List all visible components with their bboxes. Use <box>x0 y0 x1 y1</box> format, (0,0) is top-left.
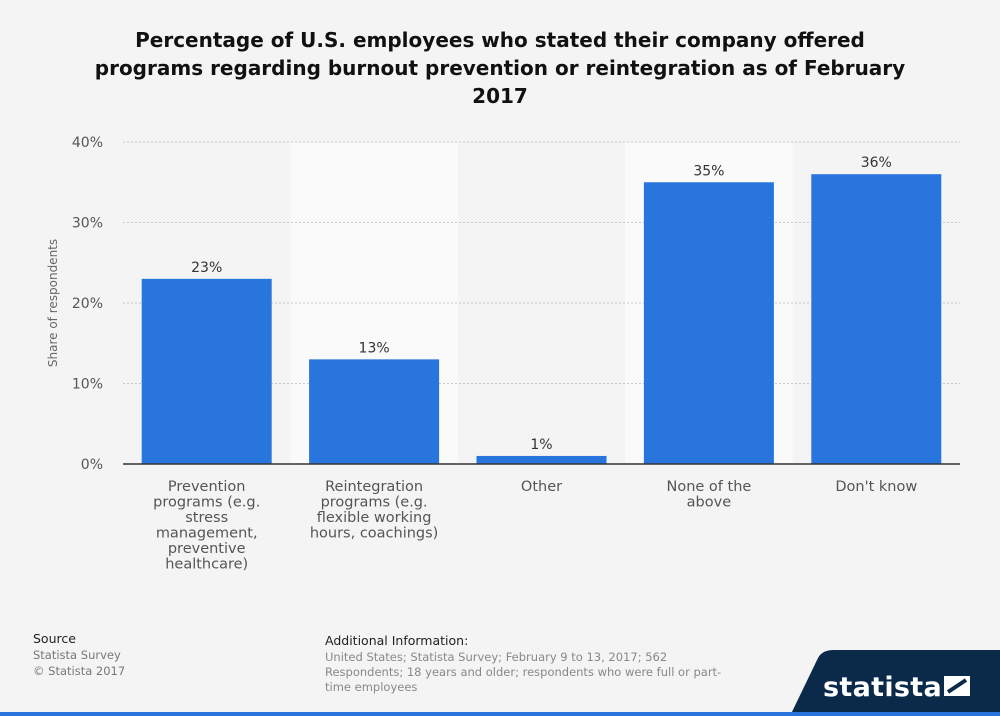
additional-info-text: United States; Statista Survey; February… <box>325 650 722 694</box>
source-header: Source <box>33 631 76 646</box>
y-tick-label: 0% <box>81 457 103 473</box>
category-label-line: programs (e.g. <box>321 495 428 511</box>
data-label: 36% <box>861 155 892 171</box>
category-label-line: hours, coachings) <box>310 526 439 542</box>
category-label-line: management, <box>156 526 258 542</box>
brand-logo-background <box>790 650 1000 716</box>
category-label-line: programs (e.g. <box>153 495 260 511</box>
bar-chart: 0% 10% 20% 30% 40% Share of respondents 23% Pre… <box>46 135 960 573</box>
category-label-line: flexible working <box>317 510 432 526</box>
data-label: 13% <box>359 340 390 356</box>
source-block: Source Statista Survey © Statista 2017 <box>33 631 125 679</box>
category-label: Reintegration programs (e.g. flexible work… <box>310 479 439 542</box>
category-label-line: Other <box>521 479 562 495</box>
y-tick-label: 20% <box>72 296 103 312</box>
category-label: Other <box>521 479 562 495</box>
statista-logo-icon <box>944 676 970 696</box>
category-label-line: above <box>687 495 732 511</box>
y-tick-label: 40% <box>72 135 103 151</box>
category-label: Prevention programs (e.g. stress management… <box>153 479 260 573</box>
bar <box>811 174 942 464</box>
data-label: 35% <box>693 163 724 179</box>
category-label-line: stress <box>185 510 228 526</box>
data-label: 1% <box>530 437 552 453</box>
bar <box>141 278 272 464</box>
y-axis-label: Share of respondents <box>46 239 60 367</box>
additional-info-block: Additional Information: United States; S… <box>325 633 745 695</box>
category-label: Don't know <box>835 479 917 495</box>
category-label-line: Don't know <box>835 479 917 495</box>
y-tick-label: 10% <box>72 377 103 393</box>
bar <box>309 359 440 464</box>
category-label-line: preventive <box>168 541 246 557</box>
category-label-line: Reintegration <box>325 479 423 495</box>
category-label: None of the above <box>666 479 751 511</box>
additional-info-header: Additional Information: <box>325 633 469 648</box>
category-label-line: healthcare) <box>165 557 248 573</box>
category-label-line: Prevention <box>168 479 246 495</box>
bar <box>643 182 774 464</box>
statista-logo-text[interactable]: statista <box>823 672 942 703</box>
copyright-line: © Statista 2017 <box>33 664 126 678</box>
source-line: Statista Survey <box>33 648 121 662</box>
bar <box>476 455 607 464</box>
data-label: 23% <box>191 260 222 276</box>
bottom-accent-strip <box>0 712 1000 716</box>
category-label-line: None of the <box>666 479 751 495</box>
y-tick-label: 30% <box>72 216 103 232</box>
chart-title: Percentage of U.S. employees who stated … <box>94 28 906 108</box>
